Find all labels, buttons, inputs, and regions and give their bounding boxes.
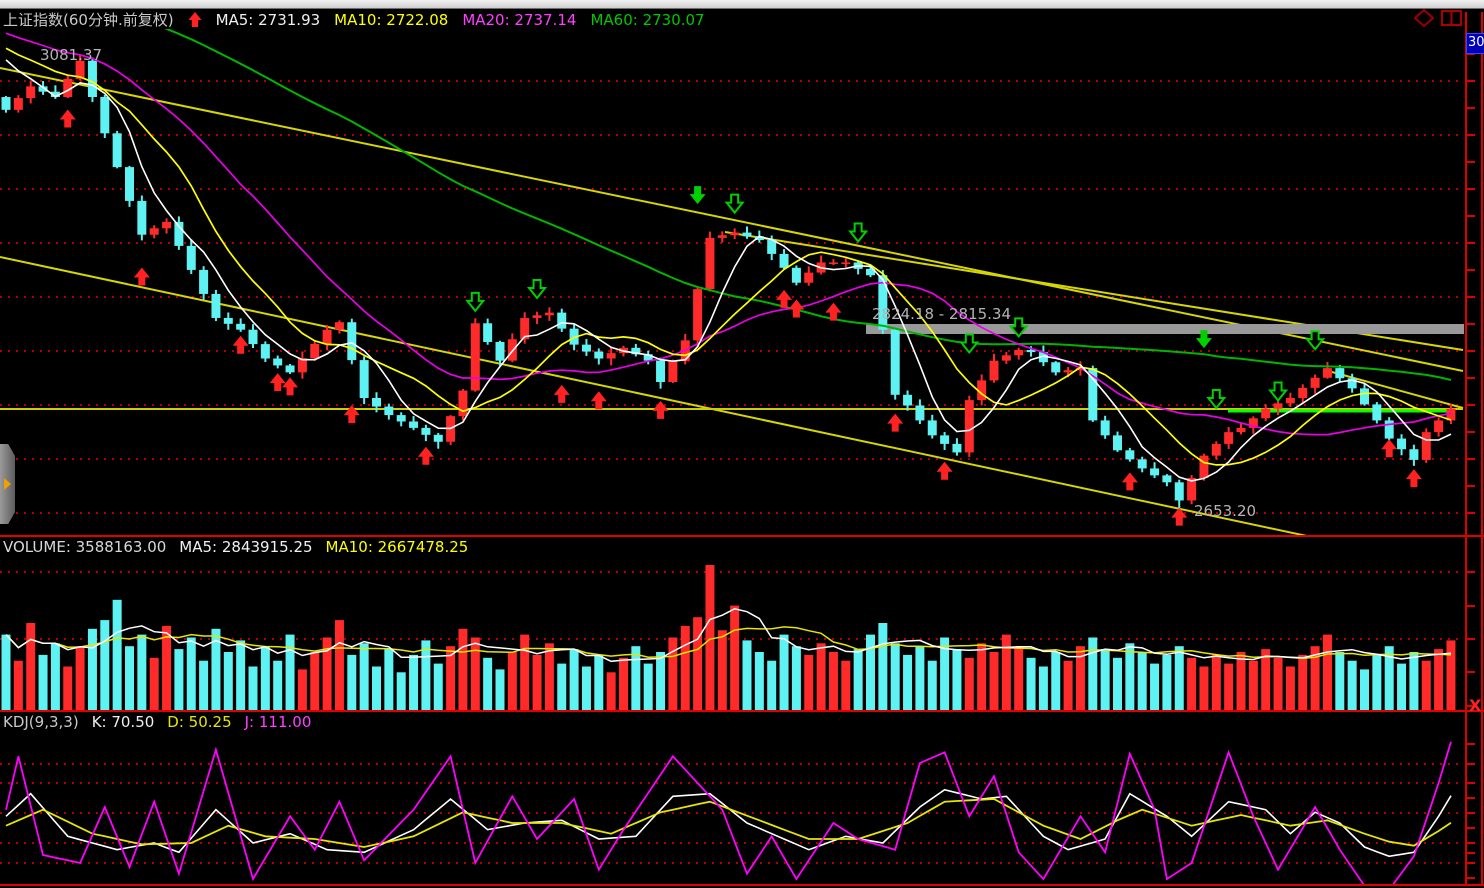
volume-ma10-value: MA10: 2667478.25 [325, 538, 469, 556]
volume-header: VOLUME: 3588163.00 MA5: 2843915.25 MA10:… [3, 538, 468, 556]
range-price-label: 2824.18 - 2815.34 [872, 305, 1012, 323]
kdj-header: KDJ(9,3,3) K: 70.50 D: 50.25 J: 111.00 [3, 713, 311, 731]
kdj-d-value: D: 50.25 [167, 713, 232, 731]
pane-close-button[interactable]: X [1469, 696, 1482, 715]
ma10-value: MA10: 2722.08 [334, 10, 449, 29]
kdj-name: KDJ(9,3,3) [3, 713, 79, 731]
kdj-k-value: K: 70.50 [91, 713, 155, 731]
sidebar-flyout-tab[interactable] [0, 444, 15, 524]
split-window-icon[interactable] [1441, 9, 1463, 31]
symbol-title: 上证指数(60分钟.前复权) [3, 11, 174, 29]
high-price-label: 3081.37 [40, 46, 103, 64]
volume-value: VOLUME: 3588163.00 [3, 538, 167, 556]
ma5-value: MA5: 2731.93 [215, 10, 321, 29]
low-price-label: 2653.20 [1194, 502, 1257, 520]
flyout-arrow-icon [4, 478, 11, 490]
diamond-icon[interactable] [1413, 8, 1435, 31]
toolbar-edge [0, 0, 1484, 9]
up-arrow-icon [188, 11, 202, 28]
main-chart-header: 上证指数(60分钟.前复权) MA5: 2731.93 MA10: 2722.0… [3, 9, 705, 30]
ma20-value: MA20: 2737.14 [462, 10, 577, 29]
ma60-value: MA60: 2730.07 [590, 10, 705, 29]
volume-ma5-value: MA5: 2843915.25 [179, 538, 313, 556]
corner-icons [1413, 8, 1463, 31]
kdj-j-value: J: 111.00 [244, 713, 312, 731]
axis-price-badge: 30 [1466, 33, 1484, 54]
